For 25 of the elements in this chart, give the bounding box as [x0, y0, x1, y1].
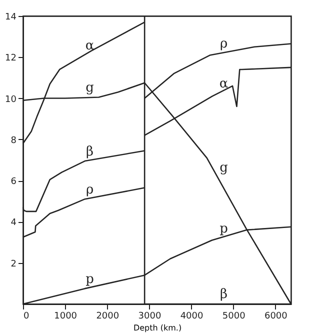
x-tick-label: 6000 [264, 312, 288, 322]
text: p [220, 221, 228, 236]
y-tick-label: 8 [10, 136, 17, 146]
y-tick-label: 6 [10, 177, 17, 188]
x-tick-label: 2000 [96, 312, 120, 322]
x-tick-label: 3000 [138, 312, 162, 322]
x-tick-label: 0 [24, 312, 30, 322]
x-axis-title: Depth (km.) [133, 324, 182, 332]
series-label: ρ [86, 182, 94, 198]
y-tick-label: 12 [5, 54, 16, 64]
series-label: p [86, 272, 94, 287]
y-tick-label: 14 [5, 12, 17, 22]
series-label: g [220, 160, 228, 176]
series-label: g [86, 80, 94, 96]
y-tick-label: 10 [5, 94, 17, 105]
y-tick-label: 4 [10, 218, 17, 228]
x-tick-label: 5000 [222, 312, 246, 322]
y-tick-label: 2 [10, 259, 16, 270]
series-label: α [85, 38, 94, 54]
series-label: β [86, 144, 94, 160]
x-tick-label: 4000 [180, 312, 204, 322]
series-label: ρ [220, 36, 228, 52]
series-label: β [220, 287, 228, 302]
series-label: α [219, 76, 228, 92]
x-tick-label: 1000 [54, 312, 78, 322]
